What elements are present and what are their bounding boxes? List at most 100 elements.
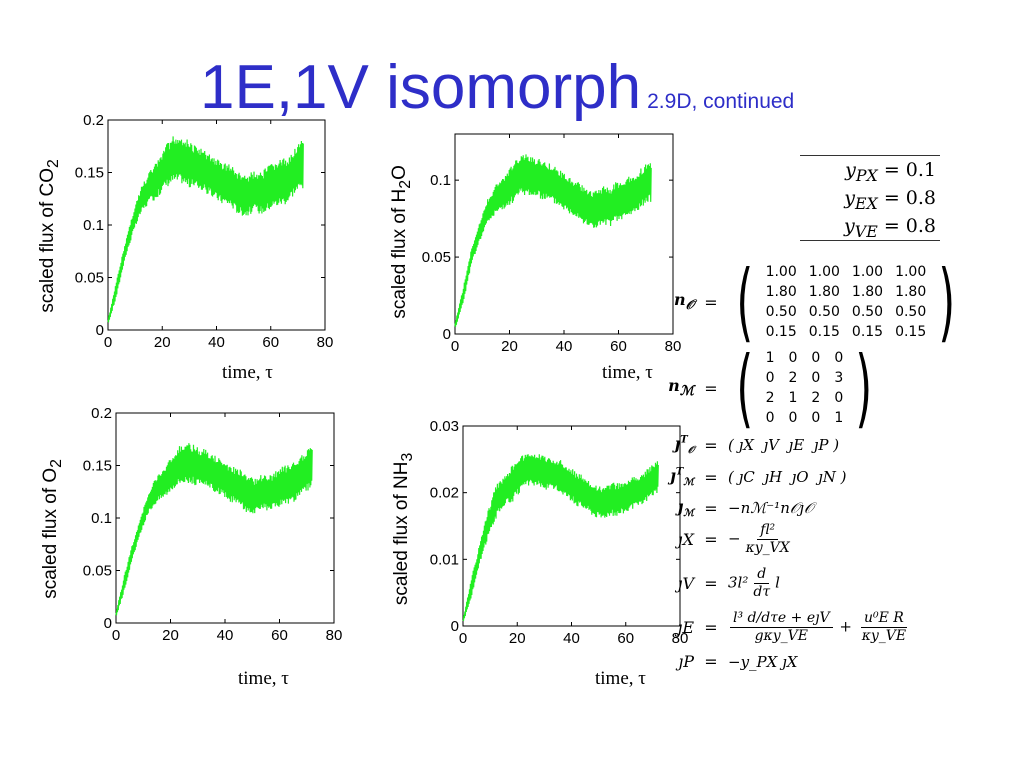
chart-h2o-xlabel: time, τ [602,362,653,383]
matrix-n-o-grid: 1.00 1.00 1.00 1.00 1.80 1.80 1.80 1.80 0.50 0.50… [762,262,931,342]
y-tick-label: 0.1 [91,510,112,527]
eq-j-p: ȷP = −y_PX ȷX [678,652,798,671]
x-tick-label: 40 [208,334,225,351]
eq-n-o: n𝒪 = ( 1.00 1.00 1.00 1.00 1.80 1.80 1.80 1.80 0… [632,252,964,352]
x-tick-label: 0 [112,627,120,644]
slide-title-main: 1E,1V isomorph [200,53,642,122]
matrix-cell: 2 [811,390,821,406]
x-tick-label: 80 [665,338,682,355]
matrix-cell: 0 [811,350,821,366]
matrix-cell: 0.50 [808,304,840,320]
x-tick-label: 80 [317,334,334,351]
chart-nh3-xlabel: time, τ [595,668,646,689]
x-tick-label: 20 [509,630,526,647]
param-row: yEX = 0.8 [844,187,936,213]
matrix-cell: 1.80 [765,284,797,300]
x-tick-label: 0 [451,338,459,355]
x-tick-label: 20 [162,627,179,644]
matrix-cell: 1.00 [808,264,840,280]
matrix-cell: 1.80 [808,284,840,300]
x-tick-label: 60 [610,338,627,355]
y-tick-label: 0 [96,322,104,339]
matrix-cell: 0 [834,390,844,406]
matrix-cell: 0.50 [895,304,927,320]
matrix-cell: 0 [788,350,798,366]
x-tick-label: 20 [154,334,171,351]
x-tick-label: 0 [459,630,467,647]
x-tick-label: 60 [271,627,288,644]
matrix-cell: 0.50 [765,304,797,320]
y-tick-label: 0 [451,618,459,635]
slide-subtitle: 2.9D, continued [647,90,795,113]
matrix-cell: 2 [788,370,798,386]
matrix-cell: 3 [834,370,844,386]
eq-j-x: ȷX = − fl² κy_VX [677,522,790,556]
x-tick-label: 80 [326,627,343,644]
matrix-cell: 1 [788,390,798,406]
x-tick-label: 40 [217,627,234,644]
matrix-cell: 0.15 [808,324,840,340]
param-row: yVE = 0.8 [844,215,936,241]
matrix-cell: 0.50 [851,304,884,320]
y-tick-label: 0.15 [83,458,112,475]
matrix-cell: 0.15 [851,324,884,340]
y-tick-label: 0 [443,326,451,343]
y-tick-label: 0 [104,615,112,632]
matrix-cell: 0.15 [765,324,797,340]
matrix-cell: 1.00 [895,264,927,280]
y-tick-label: 0.1 [430,172,451,189]
matrix-cell: 1.80 [851,284,884,300]
chart-o2-xlabel: time, τ [238,668,289,689]
x-tick-label: 80 [672,630,689,647]
matrix-cell: 0 [765,370,775,386]
series-line [462,454,659,622]
matrix-cell: 0 [788,410,798,426]
y-tick-label: 0.05 [75,270,104,287]
slide-title: 1E,1V isomorph 2.9D, continued [200,52,794,123]
series-line [115,443,313,616]
y-tick-label: 0.2 [83,112,104,129]
matrix-cell: 2 [765,390,775,406]
matrix-cell: 0 [765,410,775,426]
eq-j-m: ȷℳ = −nℳ⁻¹n𝒪ȷ𝒪 [677,497,814,520]
y-tick-label: 0.2 [91,405,112,422]
x-tick-label: 40 [556,338,573,355]
y-tick-label: 0.05 [422,249,451,266]
x-tick-label: 60 [262,334,279,351]
y-tick-label: 0.03 [430,418,459,435]
matrix-cell: 1 [765,350,775,366]
matrix-cell: 1.80 [895,284,927,300]
x-tick-label: 60 [617,630,634,647]
matrix-cell: 1 [834,410,844,426]
x-tick-label: 40 [563,630,580,647]
y-tick-label: 0.02 [430,485,459,502]
y-tick-label: 0.01 [430,551,459,568]
y-tick-label: 0.1 [83,217,104,234]
matrix-cell: 0 [811,410,821,426]
eq-j-o-t: ȷT𝒪 = ( ȷX ȷV ȷE ȷP ) [674,434,840,457]
series-line [107,136,304,323]
y-tick-label: 0.15 [75,165,104,182]
param-row: yPX = 0.1 [845,159,936,185]
matrix-cell: 1.00 [765,264,797,280]
chart-co2-xlabel: time, τ [222,362,273,383]
eq-j-m-t: ȷTℳ = ( ȷC ȷH ȷO ȷN ) [670,466,847,489]
matrix-cell: 0 [834,350,844,366]
y-tick-label: 0.05 [83,563,112,580]
matrix-cell: 0 [811,370,821,386]
eq-j-v: ȷV = 3l² d dτ l [677,566,780,600]
matrix-cell: 0.15 [895,324,927,340]
chart-nh3-ylabel: scaled flux of NH3 [391,452,416,606]
x-tick-label: 20 [501,338,518,355]
x-tick-label: 0 [104,334,112,351]
matrix-cell: 1.00 [851,264,884,280]
matrix-n-o: ( 1.00 1.00 1.00 1.00 1.80 1.80 1.80 1.80 0.50 0.… [736,252,956,352]
